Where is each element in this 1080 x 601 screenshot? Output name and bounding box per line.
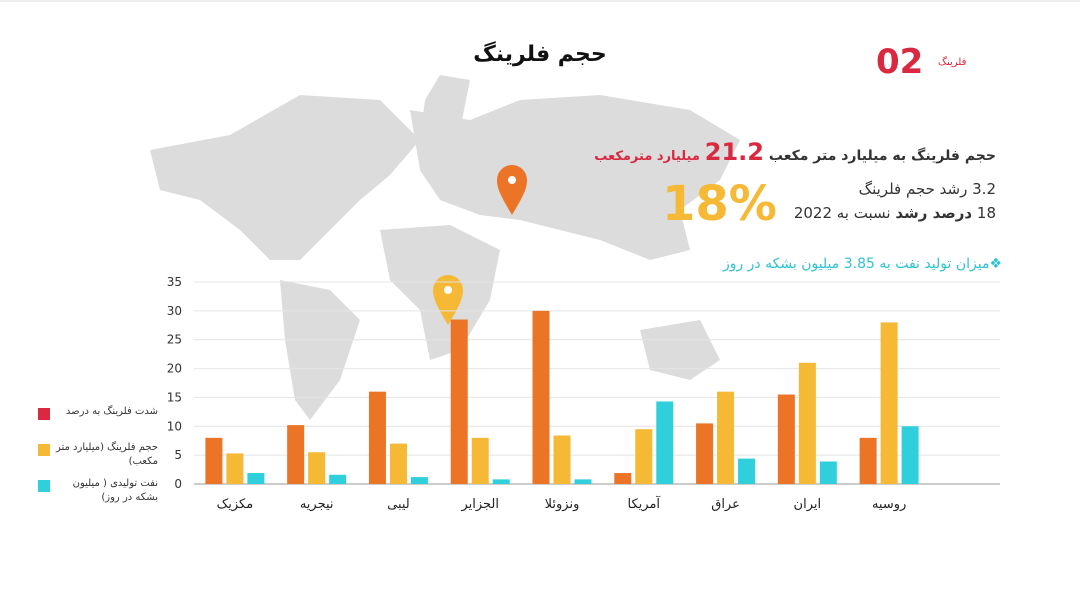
bar [696,423,714,484]
volume-line: حجم فلرینگ به میلیارد متر مکعب 21.2 میلی… [594,138,996,166]
growth-line: 3.2 رشد حجم فلرینگ [858,180,996,198]
bar [492,479,510,484]
bar [368,391,386,484]
x-tick-label: ونزوئلا [545,497,580,512]
bar [656,401,674,484]
y-tick-label: 30 [167,304,182,318]
growth-line: 18 درصد رشد نسبت به 2022 [794,204,996,222]
big-percent: 18% [662,176,777,232]
x-tick-label: ایران [794,497,822,512]
x-tick-label: لیبی [387,497,410,512]
section-number: 02 [876,42,924,82]
section-tag: فلرینگ [938,57,967,68]
bar [901,426,919,484]
legend-label: نفت تولیدی ( میلیون بشکه در روز) [72,478,158,503]
slide-title: حجم فلرینگ [473,42,607,67]
volume-label: حجم فلرینگ به میلیارد متر مکعب [768,148,996,164]
y-tick-label: 0 [174,477,182,491]
bar [308,452,326,484]
bar [880,322,898,484]
bar [226,453,244,484]
x-tick-label: نیجریه [300,497,334,512]
bar [574,479,592,484]
y-tick-label: 25 [167,333,182,347]
legend-entry: شدت فلرینگ به درصد [38,405,158,420]
legend-entry: حجم فلرینگ (میلیارد متر مکعب) [38,441,158,469]
bar [329,474,347,484]
y-tick-label: 35 [167,275,182,289]
bar [859,437,877,484]
map-pin [433,275,463,325]
y-tick-label: 15 [167,390,182,404]
growth-emphasis: درصد رشد [895,204,973,222]
x-tick-label: عراق [711,497,740,512]
bar [798,362,816,484]
bar [450,319,468,484]
bar [717,391,735,484]
legend-entry: نفت تولیدی ( میلیون بشکه در روز) [38,477,158,505]
x-tick-label: آمریکا [628,495,662,512]
legend-swatch [38,408,50,420]
bar [205,437,223,484]
x-tick-label: مکزیک [217,497,254,512]
growth-number: 18 [976,204,996,222]
y-tick-label: 10 [167,419,182,433]
bar [287,425,305,484]
y-tick-label: 5 [174,448,182,462]
x-tick-label: الجزایر [460,497,499,512]
bar [247,473,265,484]
bar [471,437,489,484]
bar [410,477,428,484]
bar [635,429,653,484]
bar [553,435,571,484]
y-tick-label: 20 [167,362,182,376]
bar [389,443,407,484]
legend-label: شدت فلرینگ به درصد [65,406,158,417]
growth-rest: نسبت به 2022 [793,204,891,222]
bar [532,310,550,484]
volume-unit: میلیارد مترمکعب [594,149,700,164]
legend-swatch [38,444,50,456]
bar [777,394,795,484]
bar [614,473,632,484]
x-tick-label: روسیه [872,497,906,512]
bar [819,461,837,484]
legend-label: حجم فلرینگ (میلیارد متر مکعب) [55,442,158,467]
map-pin [497,165,527,215]
bar [738,458,756,484]
legend-swatch [38,480,50,492]
volume-value: 21.2 [704,138,764,166]
oil-note: ❖میزان تولید نفت به 3.85 میلیون بشکه در … [722,256,1002,272]
